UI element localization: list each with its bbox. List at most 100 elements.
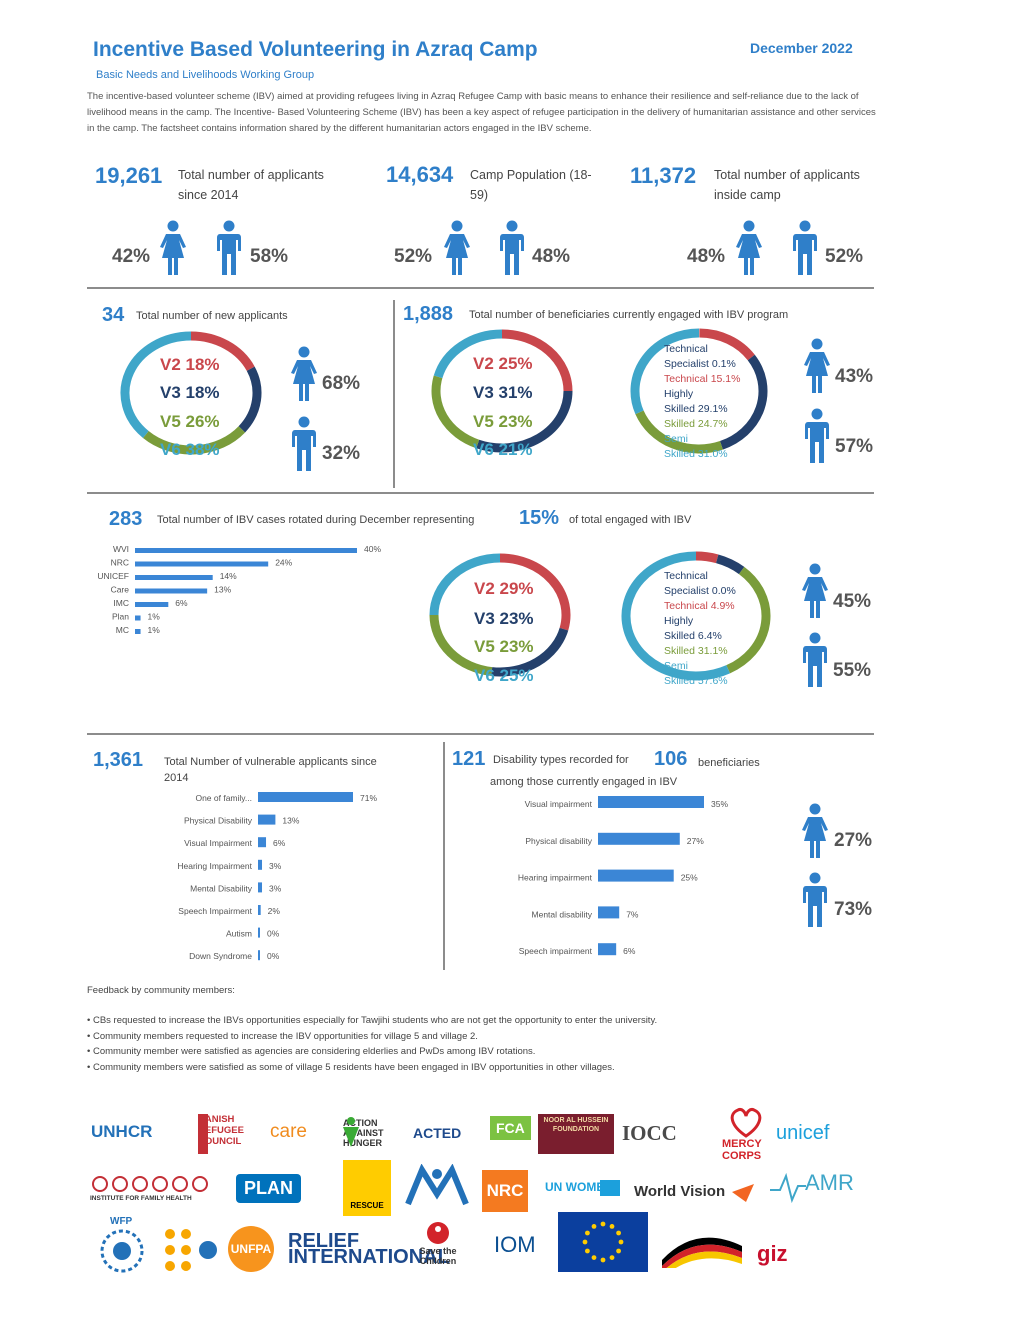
rotated-skill-donut [621,551,771,681]
disability-beneficiaries-value: 106 [654,748,688,770]
disability-male-pct: 73% [834,899,873,920]
bar-category-label: Physical Disability [184,816,253,826]
feedback-item: • Community members requested to increas… [87,1030,478,1042]
amr-wave-icon [770,1172,806,1204]
bar [598,943,617,956]
rotated-village-donut [429,553,571,677]
kpi-camp-population-value: 14,634 [386,162,454,187]
wfp-wreath-icon [100,1229,144,1273]
female-icon [440,220,474,276]
kpi-applicants-inside-camp-female-pct: 48% [687,246,726,267]
skill-label: Semi [664,660,688,672]
bar [135,602,169,607]
skill-label: Skilled 24.7% [664,418,728,430]
donut-label-v2: V2 18% [160,355,220,374]
bar-value-label: 0% [267,951,280,961]
bar-category-label: Speech impairment [519,946,593,956]
new-applicants-value: 34 [102,304,125,326]
unicef-logo: unicef [776,1122,830,1144]
donut-segment-v6 [429,553,501,616]
donut-label-v5: V5 23% [473,412,533,431]
care-logo: care [270,1121,307,1142]
skill-label: Technical [664,343,708,355]
fca-logo: FCA [490,1116,531,1140]
bar-value-label: 27% [687,836,704,846]
relief-international-logo: RELIEF INTERNATIONAL [288,1230,450,1268]
feedback-item: • CBs requested to increase the IBVs opp… [87,1015,658,1026]
bar-category-label: Visual impairment [525,799,593,809]
disability-types-value: 121 [452,748,486,770]
rotated-male-pct: 55% [833,660,872,681]
feedback-item: • Community members were satisfied as so… [87,1061,615,1073]
kpi-total-applicants-value: 19,261 [95,163,163,188]
bar [598,832,680,845]
bar-value-label: 1% [148,625,161,635]
feedback-title: Feedback by community members: [87,985,235,996]
acted-logo: ACTED [413,1125,462,1141]
giz-logo: giz [757,1241,788,1266]
section-divider [87,492,874,494]
donut-segment-highly-skilled [715,554,745,575]
rotated-label: Total number of IBV cases rotated during… [157,514,475,526]
engaged-male-pct: 57% [835,436,874,457]
donut-label-v3: V3 31% [473,383,533,402]
donut-segment-v6 [120,331,192,439]
bar [135,615,141,621]
vulnerable-bar-chart: One of family... 71% Physical Disability 13… [177,792,377,961]
bar-value-label: 24% [275,558,292,568]
bar-value-label: 14% [220,571,237,581]
kpi-total-applicants-male-pct: 58% [250,246,289,267]
feedback-item: • Community member were satisfied as age… [87,1046,536,1057]
bar-category-label: Autism [226,929,252,939]
male-icon [798,632,832,688]
skill-label: Skilled 31.0% [664,448,728,460]
skill-label: Semi [664,433,688,445]
donut-segment-v3 [238,366,262,433]
wfp-logo: WFP [110,1216,133,1227]
vulnerable-value: 1,361 [93,749,144,771]
engaged-village-donut [431,329,573,453]
donut-label-v5: V5 23% [474,637,534,656]
bar-value-label: 13% [282,816,299,826]
page-title: Incentive Based Volunteering in Azraq Ca… [93,38,538,61]
skill-label: Skilled 31.1% [664,645,728,657]
skill-label: Skilled 29.1% [664,403,728,415]
bar [258,792,353,802]
bar-category-label: Physical disability [525,836,592,846]
engaged-skill-legend: Technical Specialist 0.1% Technical 15.1… [664,342,764,462]
engaged-label: Total number of beneficiaries currently … [469,309,789,321]
skill-label: Technical 4.9% [664,600,735,612]
germany-jordan-flag-icon [662,1237,742,1268]
kpi-total-applicants-label: Total number of applicants since 2014 [178,168,324,202]
skill-label: Technical 15.1% [664,373,741,385]
action-against-hunger-logo: ACTION AGAINST HUNGER [343,1118,384,1148]
skill-label: Specialist 0.0% [664,585,736,597]
donut-label-v6: V6 38% [160,440,220,459]
donut-label-v3: V3 23% [474,609,534,628]
bar [135,629,141,634]
iom-logo: IOM [494,1232,536,1257]
donut-segment-semi-skilled [630,328,700,415]
vulnerable-label: Total Number of vulnerable applicants si… [164,756,377,784]
irc-rescue-logo: RESCUE [343,1160,391,1216]
bar [598,869,674,882]
un-women-logo: UN WOMEN [545,1180,613,1194]
donut-segment-v5 [142,426,246,455]
agency-rotation-bar-chart: WVI 40% NRC 24% UNICEF 14% Care 13% IMC 6% Plan 1% M… [97,544,381,635]
kpi-camp-population-label: Camp Population (18-59) [470,168,592,202]
unfpa-logo: UNFPA [228,1226,274,1272]
donut-segment-semi-skilled [621,551,730,681]
donut-segment-v2 [190,331,255,372]
male-icon [788,220,822,276]
bar-category-label: Mental disability [532,909,593,919]
bar-category-label: MC [116,625,129,635]
world-vision-logo: World Vision [634,1183,726,1200]
bar-category-label: One of family... [195,793,252,803]
bar [135,561,269,567]
donut-segment-highly-skilled [719,354,768,450]
kpi-total-applicants-female-pct: 42% [112,246,151,267]
engaged-value: 1,888 [403,303,454,325]
skill-label: Skilled 57.6% [664,675,728,687]
engaged-skill-donut [630,328,768,454]
bar-category-label: Care [111,585,130,595]
